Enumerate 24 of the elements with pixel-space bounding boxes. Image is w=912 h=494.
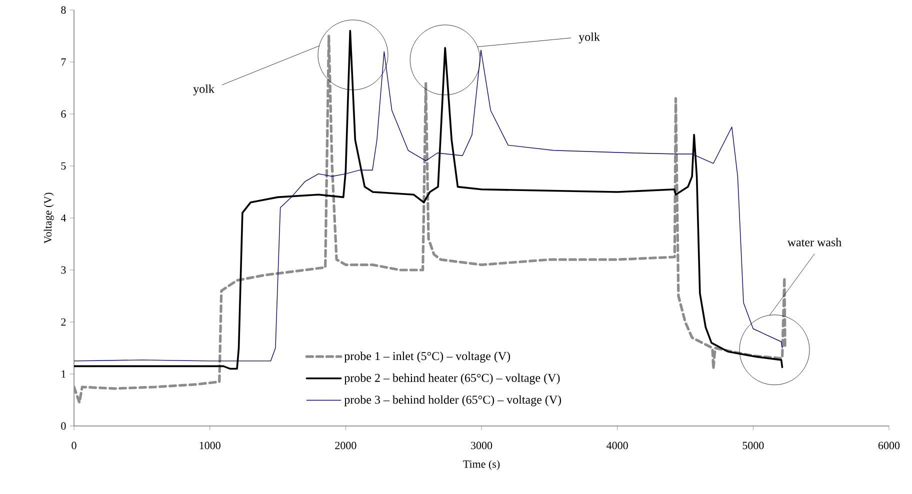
x-tick-label: 6000: [878, 442, 900, 450]
annotation: water wash: [787, 238, 842, 246]
annotation: yolk: [193, 84, 214, 96]
y-tick-label: 8: [61, 6, 66, 14]
y-tick-label: 3: [61, 266, 66, 274]
x-tick-label: 4000: [606, 442, 628, 450]
y-tick-label: 1: [62, 370, 66, 378]
y-tick-label: 0: [61, 422, 66, 430]
legend-label: probe 2 – behind heater (65°C) – voltage (V): [344, 373, 560, 384]
legend-label: probe 3 – behind holder (65°C) – voltage (V): [344, 395, 562, 406]
x-tick-label: 2000: [335, 442, 356, 450]
x-tick-label: 0: [72, 442, 76, 450]
annotation: yolk: [578, 32, 600, 44]
y-tick-label: 7: [61, 58, 66, 66]
y-tick-label: 2: [61, 318, 66, 326]
x-tick-label: 3000: [471, 442, 492, 450]
x-axis-title: Time (s): [463, 460, 500, 470]
y-tick-label: 4: [60, 214, 66, 222]
x-tick-label: 1000: [200, 442, 220, 450]
y-axis-title: Voltage (V): [44, 192, 54, 244]
y-tick-label: 5: [61, 162, 66, 170]
legend-label: probe 1 – inlet (5°C) – voltage (V): [344, 352, 510, 363]
y-tick-label: 6: [61, 110, 66, 118]
x-tick-label: 5000: [742, 442, 764, 450]
